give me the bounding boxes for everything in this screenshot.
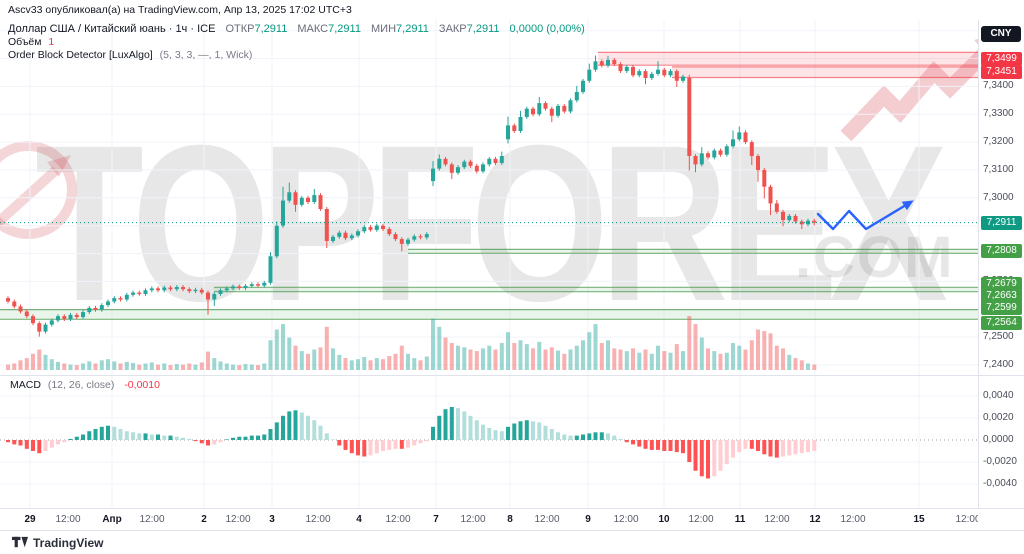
time-axis-label: 12:00 bbox=[613, 514, 639, 525]
time-axis-label: 7 bbox=[433, 514, 439, 525]
low-label: МИН bbox=[371, 23, 397, 35]
macd-axis-label: 0,0000 bbox=[983, 434, 1014, 445]
high-label: МАКС bbox=[297, 23, 329, 35]
main-chart-pane[interactable] bbox=[0, 20, 978, 375]
macd-axis-label: 0,0040 bbox=[983, 390, 1014, 401]
close-label: ЗАКР bbox=[438, 23, 467, 35]
price-axis[interactable]: 7,34007,33007,32007,31007,30007,27007,25… bbox=[978, 20, 1024, 508]
time-axis-label: 12:00 bbox=[225, 514, 251, 525]
time-axis-label: 12:00 bbox=[55, 514, 81, 525]
high-value: 7,2911 bbox=[328, 23, 361, 35]
indicator-name: Order Block Detector [LuxAlgo] bbox=[8, 49, 153, 61]
time-axis-label: 12:00 bbox=[955, 514, 978, 525]
last-price-badge: 7,2911 bbox=[981, 215, 1022, 230]
time-axis-label: 4 bbox=[356, 514, 362, 525]
time-axis-label: 12:00 bbox=[688, 514, 714, 525]
time-axis-label: 8 bbox=[507, 514, 513, 525]
time-axis-label: 12:00 bbox=[534, 514, 560, 525]
time-axis-label: 12:00 bbox=[764, 514, 790, 525]
time-axis-label: 9 bbox=[585, 514, 591, 525]
indicator-params: (5, 3, 3, —, 1, Wick) bbox=[159, 49, 253, 61]
time-axis-label: Апр bbox=[102, 514, 122, 525]
close-value: 7,2911 bbox=[466, 23, 500, 35]
price-level-badge: 7,3499 bbox=[981, 51, 1022, 66]
time-axis-label: 2 bbox=[201, 514, 207, 525]
macd-axis-label: 0,0020 bbox=[983, 412, 1014, 423]
forecast-arrow-drawing[interactable] bbox=[816, 200, 914, 231]
order-block-zones[interactable] bbox=[0, 51, 978, 320]
macd-value: -0,0010 bbox=[124, 379, 160, 391]
open-value: 7,2911 bbox=[254, 23, 288, 35]
pane-separator[interactable] bbox=[0, 375, 1024, 376]
tradingview-brand[interactable]: TradingView bbox=[33, 535, 104, 550]
macd-axis-label: -0,0020 bbox=[983, 456, 1017, 467]
candles-layer bbox=[6, 55, 817, 337]
macd-legend-row[interactable]: MACD (12, 26, close) -0,0010 bbox=[10, 379, 160, 391]
price-axis-label: 7,3300 bbox=[983, 108, 1014, 120]
price-level-badge: 7,2564 bbox=[981, 316, 1022, 331]
price-axis-label: 7,3200 bbox=[983, 136, 1014, 148]
volume-legend-row[interactable]: Объём 1 bbox=[8, 36, 585, 49]
macd-svg bbox=[0, 375, 978, 508]
change-value: 0,0000 (0,00%) bbox=[509, 23, 585, 35]
volume-bars bbox=[6, 316, 817, 370]
price-level-badge: 7,2679 bbox=[981, 277, 1022, 292]
price-axis-label: 7,2400 bbox=[983, 359, 1014, 370]
orderblock-legend-row[interactable]: Order Block Detector [LuxAlgo] (5, 3, 3,… bbox=[8, 49, 585, 62]
tradingview-logo-icon[interactable] bbox=[12, 536, 28, 549]
bottom-bar: TradingView bbox=[0, 530, 1024, 554]
time-axis[interactable]: 29 12:00 Апр 12:00 2 12:00 3 12:00 4 12:00 7 12:00 8… bbox=[0, 508, 978, 530]
time-axis-label: 12:00 bbox=[139, 514, 165, 525]
time-axis-label: 12 bbox=[809, 514, 821, 525]
volume-value: 1 bbox=[48, 36, 55, 48]
time-axis-label: 3 bbox=[269, 514, 275, 525]
price-axis-label: 7,3000 bbox=[983, 191, 1014, 203]
axis-separator bbox=[0, 508, 1024, 509]
price-level-badge: 7,2599 bbox=[981, 300, 1022, 315]
chart-legend: Доллар США / Китайский юань · 1ч · ICE О… bbox=[8, 23, 585, 62]
macd-histogram bbox=[6, 407, 817, 479]
macd-name: MACD bbox=[10, 379, 41, 391]
price-level-badge: 7,2808 bbox=[981, 244, 1022, 259]
price-level-badge: 7,2663 bbox=[981, 288, 1022, 303]
symbol-legend-row[interactable]: Доллар США / Китайский юань · 1ч · ICE О… bbox=[8, 23, 585, 36]
attribution-text: Ascv33 опубликовал(а) на TradingView.com… bbox=[8, 4, 352, 16]
volume-label: Объём bbox=[8, 36, 42, 48]
macd-axis-label: -0,0040 bbox=[983, 478, 1017, 489]
time-axis-label: 11 bbox=[734, 514, 746, 525]
open-label: ОТКР bbox=[225, 23, 255, 35]
macd-params: (12, 26, close) bbox=[47, 379, 115, 391]
macd-pane[interactable] bbox=[0, 375, 978, 508]
time-axis-label: 12:00 bbox=[840, 514, 866, 525]
price-axis-label: 7,2500 bbox=[983, 331, 1014, 343]
price-level-badge: 7,3451 bbox=[981, 65, 1022, 80]
symbol-title: Доллар США / Китайский юань · 1ч · ICE bbox=[8, 23, 216, 35]
price-axis-label: 7,3400 bbox=[983, 80, 1014, 92]
time-axis-label: 12:00 bbox=[460, 514, 486, 525]
time-axis-label: 12:00 bbox=[305, 514, 331, 525]
time-axis-label: 15 bbox=[913, 514, 925, 525]
main-chart-svg bbox=[0, 20, 978, 375]
time-axis-label: 29 bbox=[24, 514, 36, 525]
price-axis-label: 7,3100 bbox=[983, 164, 1014, 175]
time-axis-label: 12:00 bbox=[385, 514, 411, 525]
currency-badge: CNY bbox=[981, 26, 1021, 42]
low-value: 7,2911 bbox=[396, 23, 429, 35]
time-axis-label: 10 bbox=[658, 514, 670, 525]
